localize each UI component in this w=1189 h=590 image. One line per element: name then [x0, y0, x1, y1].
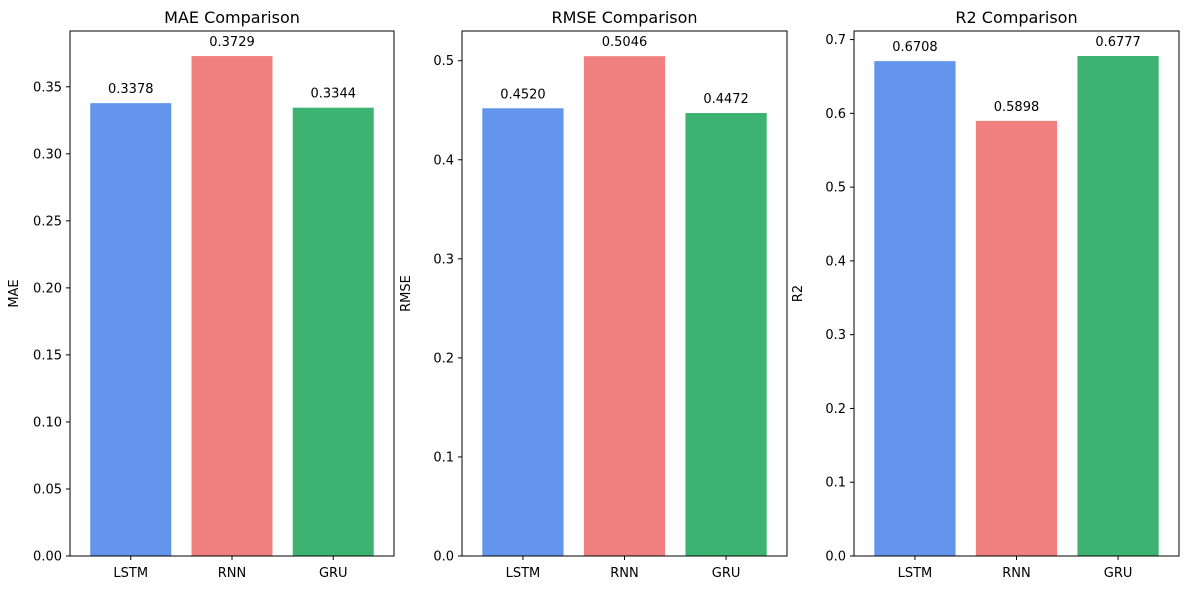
mae-bar-gru: [292, 107, 374, 556]
r2-data-label-gru: 0.6777: [1095, 35, 1141, 50]
rmse-y-tick-label: 0.0: [433, 550, 454, 565]
r2-x-tick-label-lstm: LSTM: [898, 566, 933, 581]
rmse-y-tick-label: 0.4: [433, 153, 454, 168]
r2-y-tick-label: 0.6: [825, 107, 846, 122]
rmse-data-label-lstm: 0.4520: [500, 87, 546, 102]
r2-chart-title: R2 Comparison: [955, 8, 1077, 27]
rmse-axes-frame: [461, 30, 788, 557]
rmse-y-tick-label: 0.1: [433, 450, 454, 465]
mae-bar-rnn: [191, 56, 273, 557]
r2-axes-frame: [853, 30, 1180, 557]
mae-data-label-gru: 0.3344: [311, 87, 357, 102]
r2-y-tick-label: 0.4: [825, 254, 846, 269]
mae-axes-frame: [69, 30, 395, 557]
mae-y-tick-label: 0.25: [33, 214, 62, 229]
r2-data-label-rnn: 0.5898: [994, 100, 1040, 115]
r2-y-tick-label: 0.3: [825, 328, 846, 343]
r2-y-tick-label: 0.7: [825, 33, 846, 48]
r2-x-tick-label-gru: GRU: [1104, 566, 1133, 581]
rmse-bar-gru: [685, 113, 767, 557]
rmse-y-tick-label: 0.2: [433, 351, 454, 366]
r2-y-tick-label: 0.1: [825, 476, 846, 491]
mae-x-tick-label-lstm: LSTM: [113, 566, 148, 581]
mae-y-tick-label: 0.35: [33, 80, 62, 95]
rmse-x-tick-label-rnn: RNN: [610, 566, 638, 581]
rmse-panel: RMSE Comparison RMSE 0.4520 LSTM 0.5046 RNN…: [399, 8, 788, 581]
rmse-x-tick-label-lstm: LSTM: [506, 566, 541, 581]
r2-plot-area: 0.6708 LSTM 0.5898 RNN 0.6777 GRU 0.0 0.1 0.2 0.3…: [825, 33, 1159, 581]
rmse-plot-area: 0.4520 LSTM 0.5046 RNN 0.4472 GRU 0.0 0.1 0.2 0.3…: [433, 35, 767, 581]
mae-x-tick-label-rnn: RNN: [218, 566, 246, 581]
mae-data-label-lstm: 0.3378: [108, 82, 154, 97]
r2-y-axis-label: R2: [791, 285, 806, 302]
mae-y-tick-label: 0.05: [33, 482, 62, 497]
r2-x-tick-label-rnn: RNN: [1002, 566, 1030, 581]
mae-panel: MAE Comparison MAE 0.3378LSTM0.3729RNN0.…: [7, 8, 395, 581]
rmse-y-tick-label: 0.5: [433, 54, 454, 69]
r2-panel: R2 Comparison R2 0.6708LSTM0.5898RNN0.67…: [791, 8, 1180, 581]
rmse-bar-lstm: [482, 108, 564, 556]
mae-y-tick-label: 0.20: [33, 281, 62, 296]
r2-bar-rnn: [975, 120, 1058, 557]
mae-y-tick-label: 0.30: [33, 147, 62, 162]
r2-bar-gru: [1077, 56, 1159, 557]
rmse-data-label-gru: 0.4472: [703, 92, 749, 107]
mae-x-tick-label-gru: GRU: [319, 566, 348, 581]
mae-y-tick-label: 0.15: [33, 348, 62, 363]
mae-y-axis-label: MAE: [7, 279, 22, 307]
mae-chart-title: MAE Comparison: [164, 8, 300, 27]
rmse-data-label-rnn: 0.5046: [602, 35, 648, 50]
r2-data-label-lstm: 0.6708: [892, 40, 938, 55]
rmse-y-tick-label: 0.3: [433, 252, 454, 267]
r2-y-tick-label: 0.5: [825, 181, 846, 196]
r2-bar-lstm: [874, 61, 956, 556]
rmse-chart-title: RMSE Comparison: [551, 8, 697, 27]
mae-bar-lstm: [90, 103, 172, 556]
mae-y-tick-label: 0.00: [33, 550, 62, 565]
r2-y-tick-label: 0.2: [825, 402, 846, 417]
mae-data-label-rnn: 0.3729: [209, 35, 255, 50]
r2-y-tick-label: 0.0: [825, 550, 846, 565]
mae-plot-area: 0.3378 LSTM 0.3729 RNN 0.3344 GRU 0.00 0.05 0.10…: [33, 35, 374, 581]
rmse-x-tick-label-gru: GRU: [712, 566, 741, 581]
mae-y-tick-label: 0.10: [33, 415, 62, 430]
rmse-y-axis-label: RMSE: [399, 275, 414, 312]
rmse-bar-rnn: [583, 56, 666, 557]
